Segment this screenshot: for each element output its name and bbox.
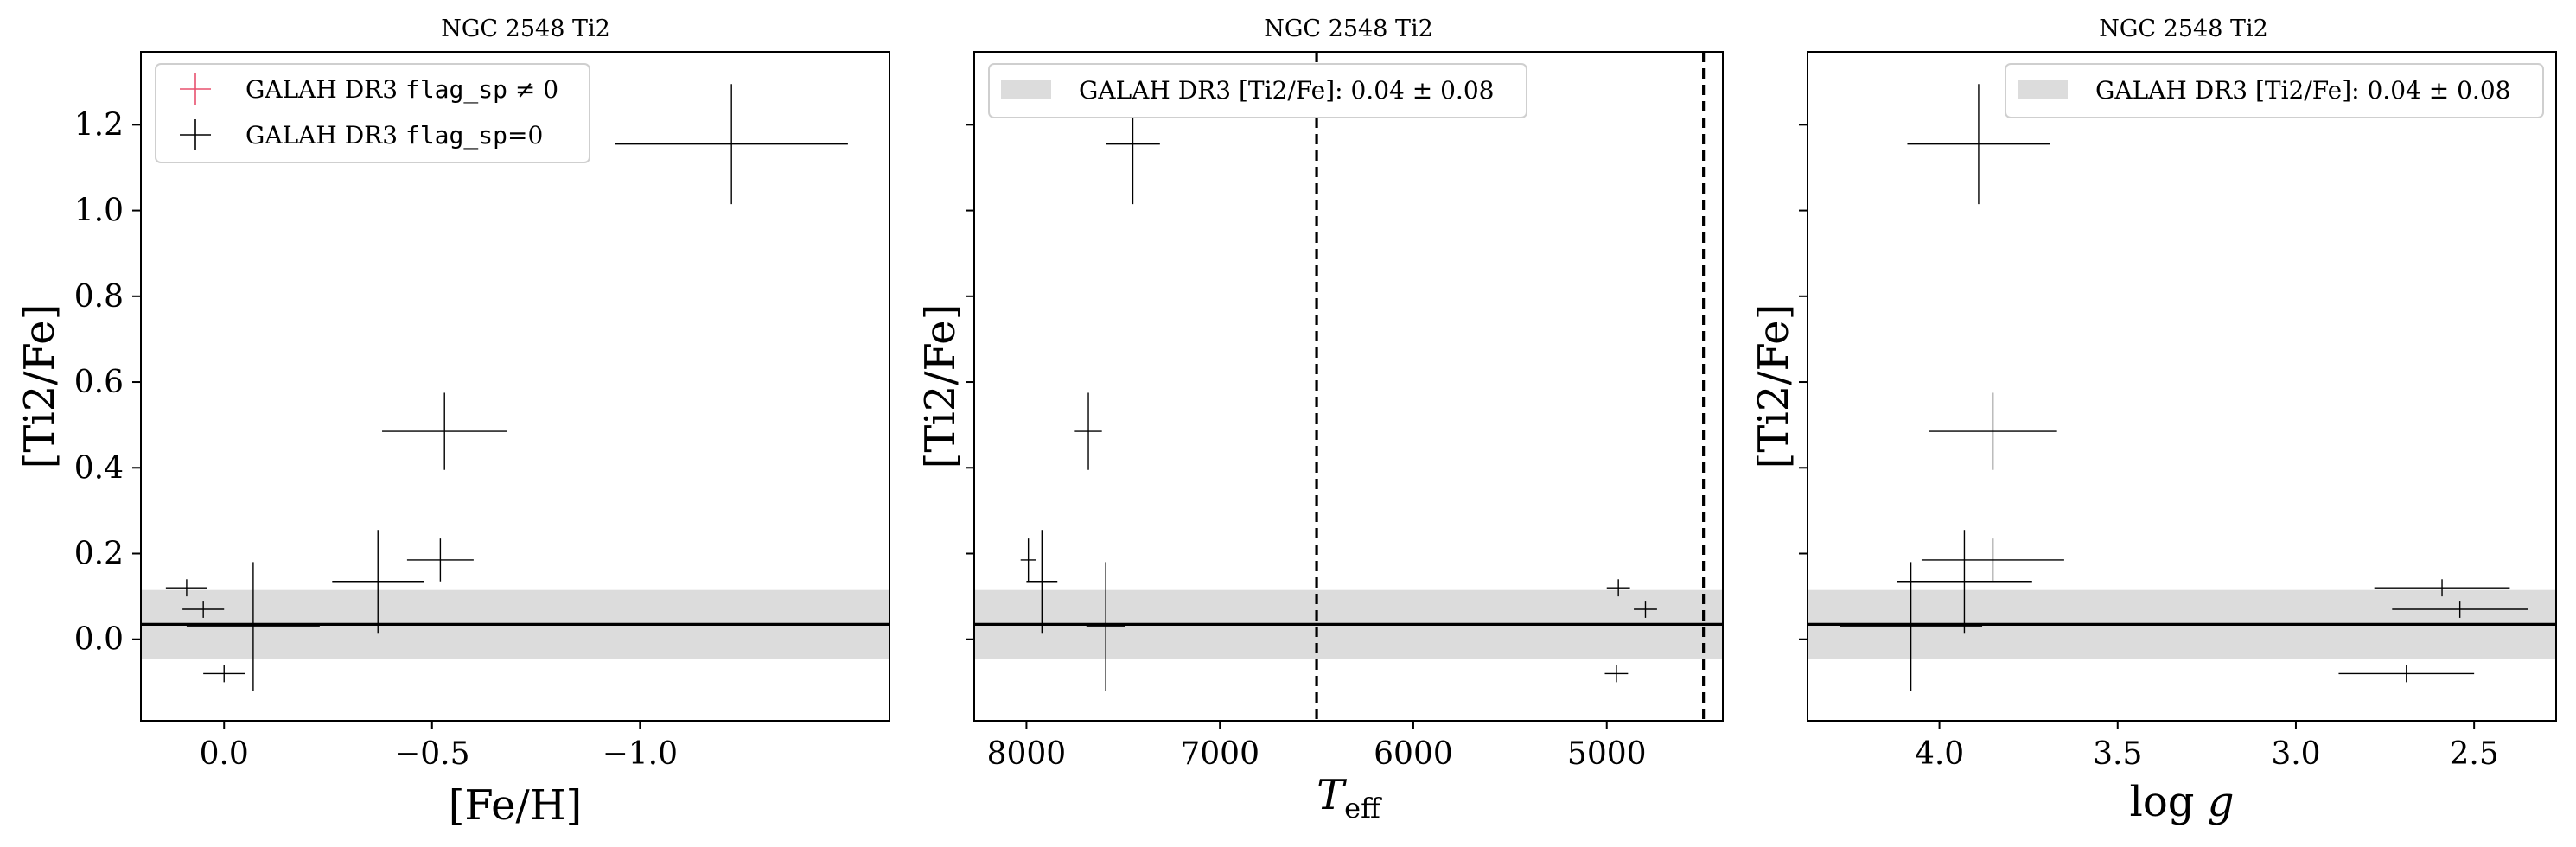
data-point bbox=[1907, 84, 2050, 205]
legend-label: GALAH DR3 [Ti2/Fe]: 0.04 ± 0.08 bbox=[1079, 76, 1494, 105]
data-point bbox=[1921, 538, 2064, 582]
data-point bbox=[332, 530, 424, 634]
legend-label-unflagged: GALAH DR3 flag_sp=0 bbox=[245, 121, 543, 150]
panel-feh: NGC 2548 Ti2 0.0 0.2 0.4 0.6 0.8 1.0 1.2 0.0 −0… bbox=[16, 16, 890, 830]
x-tick-label: −1.0 bbox=[603, 736, 678, 772]
x-tick-label: 5000 bbox=[1567, 736, 1647, 772]
panel-title: NGC 2548 Ti2 bbox=[1264, 16, 1433, 42]
x-axis-label: [Fe/H] bbox=[449, 781, 583, 830]
y-tick-label: 1.2 bbox=[74, 107, 124, 143]
legend-box bbox=[155, 63, 590, 163]
y-tick-label: 0.8 bbox=[74, 279, 124, 315]
data-point bbox=[1897, 530, 2032, 634]
legend-marker-flagged bbox=[180, 73, 211, 105]
legend-marker-unflagged bbox=[180, 119, 211, 150]
data-point bbox=[2374, 579, 2510, 597]
data-point bbox=[1634, 601, 1657, 618]
y-ticks bbox=[1799, 124, 1808, 640]
legend-box bbox=[988, 63, 1527, 118]
data-point bbox=[382, 392, 507, 470]
y-axis-label: [Ti2/Fe] bbox=[1750, 304, 1798, 469]
y-tick-label: 0.6 bbox=[74, 365, 124, 400]
y-ticks: 0.0 0.2 0.4 0.6 0.8 1.0 1.2 bbox=[74, 107, 141, 658]
legend: GALAH DR3 [Ti2/Fe]: 0.04 ± 0.08 bbox=[2005, 63, 2544, 118]
panel-title: NGC 2548 Ti2 bbox=[441, 16, 610, 42]
y-axis-label: [Ti2/Fe] bbox=[16, 304, 64, 469]
x-tick-label: 6000 bbox=[1374, 736, 1453, 772]
x-tick-label: 0.0 bbox=[200, 736, 249, 772]
legend-box bbox=[2005, 63, 2544, 118]
x-tick-label: 4.0 bbox=[1915, 736, 1964, 772]
y-ticks bbox=[966, 124, 974, 640]
data-point bbox=[2392, 601, 2528, 618]
data-point bbox=[186, 562, 320, 691]
x-tick-label: 3.0 bbox=[2271, 736, 2320, 772]
legend-label: GALAH DR3 [Ti2/Fe]: 0.04 ± 0.08 bbox=[2095, 76, 2510, 105]
legend: GALAH DR3 flag_sp ≠ 0 GALAH DR3 flag_sp=… bbox=[155, 63, 590, 163]
data-point bbox=[165, 579, 207, 597]
data-point bbox=[615, 84, 848, 205]
plot-frame bbox=[1807, 51, 2557, 722]
y-tick-label: 1.0 bbox=[74, 194, 124, 229]
plot-layer bbox=[974, 52, 1723, 721]
data-point bbox=[1020, 538, 1036, 582]
plot-layer bbox=[1808, 84, 2556, 691]
x-tick-label: 7000 bbox=[1180, 736, 1259, 772]
data-point bbox=[2338, 665, 2475, 683]
x-ticks: 0.0 −0.5 −1.0 bbox=[200, 721, 678, 772]
data-point bbox=[203, 665, 245, 683]
plot-layer bbox=[141, 84, 889, 691]
legend: GALAH DR3 [Ti2/Fe]: 0.04 ± 0.08 bbox=[988, 63, 1527, 118]
panel-title: NGC 2548 Ti2 bbox=[2099, 16, 2268, 42]
data-point bbox=[1929, 392, 2057, 470]
x-tick-label: 3.5 bbox=[2093, 736, 2142, 772]
x-ticks: 8000 7000 6000 5000 bbox=[987, 721, 1647, 772]
x-axis-label: log g bbox=[2130, 778, 2235, 826]
data-point bbox=[1604, 665, 1629, 683]
y-tick-label: 0.4 bbox=[74, 450, 124, 486]
x-tick-label: −0.5 bbox=[394, 736, 469, 772]
plot-frame bbox=[140, 51, 890, 722]
data-point bbox=[1840, 562, 1983, 691]
panel-logg: NGC 2548 Ti2 4.0 3.5 3.0 2.5 log g [Ti2/Fe]… bbox=[1750, 16, 2557, 826]
x-axis-label: Teff bbox=[1317, 771, 1382, 825]
x-tick-label: 8000 bbox=[987, 736, 1067, 772]
y-tick-label: 0.0 bbox=[74, 622, 124, 658]
data-point bbox=[1606, 579, 1630, 597]
data-point bbox=[182, 601, 225, 618]
legend-swatch bbox=[1001, 80, 1051, 99]
plot-frame bbox=[973, 51, 1724, 722]
x-ticks: 4.0 3.5 3.0 2.5 bbox=[1915, 721, 2499, 772]
data-point bbox=[1026, 530, 1058, 634]
data-point bbox=[406, 538, 474, 582]
legend-label-flagged: GALAH DR3 flag_sp ≠ 0 bbox=[245, 75, 558, 105]
data-point bbox=[1074, 392, 1102, 470]
legend-swatch bbox=[2018, 80, 2068, 99]
y-tick-label: 0.2 bbox=[74, 537, 124, 572]
data-point bbox=[1086, 562, 1125, 691]
x-tick-label: 2.5 bbox=[2450, 736, 2499, 772]
panel-teff: NGC 2548 Ti2 8000 7000 6000 5000 Teff [Ti2/… bbox=[916, 16, 1724, 825]
y-axis-label: [Ti2/Fe] bbox=[916, 304, 965, 469]
